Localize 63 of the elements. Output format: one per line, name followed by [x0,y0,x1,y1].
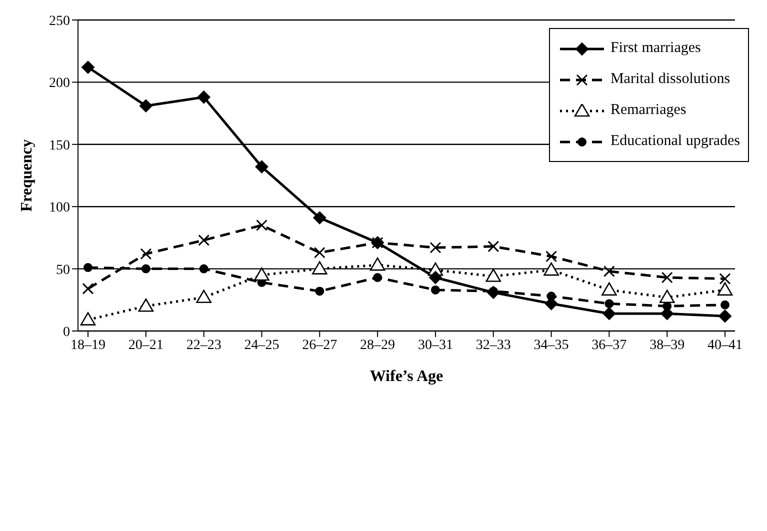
x-axis-title: Wife’s Age [370,368,444,385]
legend-label: Educational upgrades [610,133,740,150]
y-tick-label: 0 [63,324,70,340]
point [546,250,558,262]
point [661,272,673,284]
point [313,211,326,224]
point [82,60,94,74]
x-tick-label: 24–25 [244,338,280,353]
point [603,266,615,278]
point [486,268,502,282]
y-tick-label: 100 [49,200,70,216]
point [199,264,208,274]
point [430,242,442,254]
point [488,240,500,252]
point [196,290,212,304]
point [604,299,614,308]
y-tick-label: 150 [49,138,70,154]
legend-label: Marital dissolutions [610,71,730,88]
point [602,282,617,296]
point [197,90,210,104]
x-tick-label: 34–35 [534,338,569,353]
x-tick-label: 22–23 [186,338,222,353]
point [718,310,732,323]
point [370,257,386,271]
x-tick-label: 28–29 [360,338,396,353]
x-tick-label: 20–21 [128,338,164,353]
point [141,264,150,274]
x-tick-label: 26–27 [302,338,338,353]
x-tick-label: 36–37 [592,338,627,353]
point [428,271,442,284]
x-tick-label: 38–39 [650,338,685,353]
y-tick-label: 200 [49,76,70,92]
point [312,261,328,274]
point [84,263,92,272]
point [719,273,731,284]
x-tick-label: 30–31 [418,338,453,353]
point [659,290,675,304]
point [138,298,154,312]
x-tick-label: 40–41 [708,338,742,353]
x-tick-label: 32–33 [476,338,511,353]
legend-label: First marriages [610,40,701,57]
point [544,262,559,276]
point [254,267,270,281]
point [139,99,152,112]
point [602,307,616,320]
point [256,220,268,232]
point [255,160,268,174]
point [140,248,152,260]
point [720,300,730,310]
point [717,282,733,296]
point [82,282,94,294]
y-tick-label: 250 [49,14,70,29]
point [314,246,326,258]
y-axis-title: Frequency [18,139,36,212]
legend-label: Remarriages [610,102,686,119]
point [80,312,96,326]
y-tick-label: 50 [56,262,70,278]
point [315,286,324,296]
point [430,285,440,294]
x-tick-label: 18–19 [70,338,106,353]
point [198,234,210,246]
point [373,273,382,282]
point [486,286,500,299]
